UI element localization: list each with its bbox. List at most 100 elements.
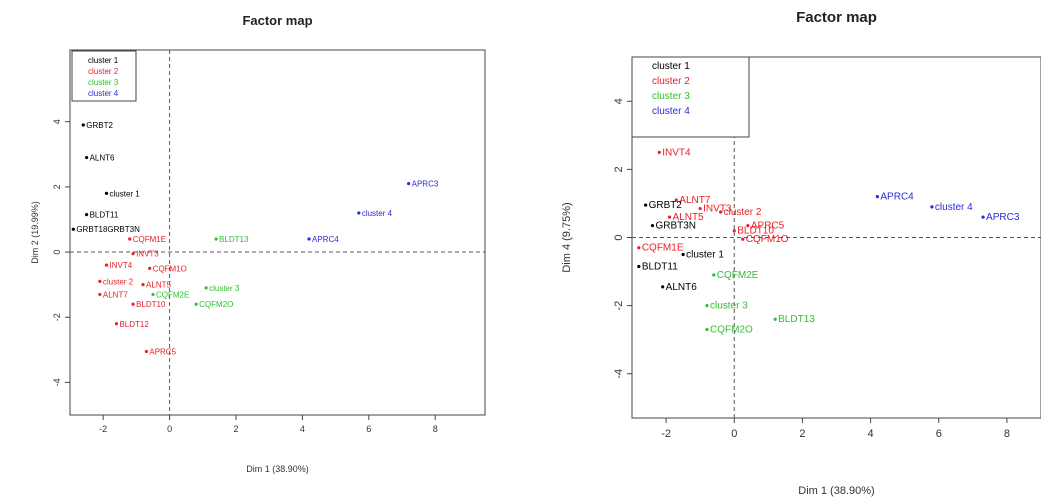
data-point (98, 292, 102, 297)
data-point (667, 215, 672, 219)
data-point (705, 327, 709, 332)
plot-frame (69, 49, 486, 416)
y-tick-label: -4 (52, 378, 62, 386)
x-tick-label: -2 (661, 428, 671, 440)
data-point (114, 322, 119, 326)
data-point (674, 198, 678, 202)
data-point (698, 206, 702, 211)
point-label: APRC5 (149, 347, 176, 356)
point-label: BLDT13 (778, 314, 815, 325)
point-label: APRC4 (880, 192, 914, 203)
legend-entry: cluster 3 (88, 78, 119, 87)
point-label: cluster 1 (686, 250, 724, 261)
y-axis-label: Dim 4 (9.75%) (561, 202, 573, 272)
point-label: INVT3 (703, 204, 732, 215)
x-tick-label: 0 (167, 424, 172, 434)
data-point (657, 150, 661, 154)
x-tick-label: 2 (233, 424, 238, 434)
data-point (81, 123, 85, 127)
y-tick-label: 4 (613, 98, 625, 104)
y-tick-label: -4 (613, 369, 625, 379)
point-label: CQFM1O (746, 234, 789, 245)
point-label: GRBT3N (655, 221, 696, 232)
x-tick-label: 4 (868, 428, 874, 440)
point-label: CQFM1E (642, 243, 684, 254)
point-label: CQFM2E (156, 290, 189, 299)
chart-title: Factor map (242, 13, 312, 28)
point-label: BLDT10 (136, 300, 166, 309)
legend: cluster 1 cluster 2 cluster 3 cluster 4 (71, 50, 137, 102)
point-label: cluster 3 (710, 301, 748, 312)
factor-map-right: Factor map -2 0 2 4 6 8 -4 -2 0 2 4 Dim 1 (38.90%) Di… (561, 9, 1041, 497)
legend-entry: cluster 2 (652, 76, 690, 87)
legend-entry: cluster 3 (652, 91, 690, 102)
point-label: cluster 2 (724, 207, 762, 218)
point-label: ALNT7 (679, 195, 711, 206)
data-point (144, 349, 148, 354)
data-point (104, 191, 109, 195)
point-label: ALNT6 (666, 282, 698, 293)
point-label: GRBT18GRBT3N (76, 225, 140, 234)
data-point (732, 229, 736, 233)
data-point (650, 223, 655, 228)
x-tick-label: 0 (731, 428, 737, 440)
x-tick-label: 2 (799, 428, 805, 440)
data-point (151, 292, 155, 297)
data-point (128, 237, 132, 241)
y-tick-label: 0 (613, 234, 625, 240)
point-label: BLDT13 (219, 235, 249, 244)
point-label: CQFM2E (717, 270, 759, 281)
point-label: cluster 3 (209, 284, 240, 293)
data-point (773, 317, 777, 321)
legend: cluster 1 cluster 2 cluster 3 cluster 4 (631, 56, 750, 138)
data-point (131, 252, 135, 256)
legend-entry: cluster 1 (88, 56, 119, 65)
y-tick-label: 0 (52, 250, 62, 255)
factor-map-left: Factor map -2 0 2 4 6 8 -4 -2 0 2 4 Dim 1 (38.90%) Di… (30, 13, 486, 474)
point-label: INVT3 (136, 250, 159, 259)
data-point (644, 203, 648, 207)
data-point (141, 283, 145, 287)
data-point (85, 212, 89, 217)
point-label: BLDT10 (737, 226, 774, 237)
data-point (204, 286, 208, 290)
legend-entry: cluster 4 (652, 106, 690, 117)
data-point (637, 246, 641, 250)
data-point (98, 279, 102, 283)
x-tick-label: 8 (433, 424, 438, 434)
x-tick-label: -2 (99, 424, 107, 434)
point-label: GRBT2 (86, 121, 113, 130)
data-point (930, 205, 934, 209)
point-label: APRC4 (312, 235, 339, 244)
point-label: BLDT11 (90, 211, 119, 220)
chart-title: Factor map (796, 9, 877, 26)
data-point (104, 263, 109, 267)
x-tick-label: 6 (936, 428, 942, 440)
data-point (981, 215, 985, 219)
data-point (148, 266, 152, 270)
y-tick-label: 2 (52, 184, 62, 189)
point-label: CQFM2O (710, 324, 753, 335)
data-point (407, 182, 411, 186)
data-point (661, 285, 665, 289)
legend-box (631, 56, 750, 138)
y-tick-label: 2 (613, 166, 625, 172)
point-label: APRC5 (751, 221, 785, 232)
point-label: ALNT6 (90, 154, 115, 163)
point-label: CQFM1E (133, 235, 166, 244)
data-point (746, 223, 750, 228)
point-label: INVT4 (662, 147, 691, 158)
data-point (71, 227, 75, 231)
legend-entry: cluster 1 (652, 61, 690, 72)
y-axis-label: Dim 2 (19.99%) (30, 201, 40, 264)
point-label: APRC3 (412, 180, 439, 189)
data-point (875, 195, 880, 199)
data-point (705, 304, 709, 308)
point-label: cluster 2 (103, 277, 134, 286)
data-point (85, 155, 89, 160)
point-label: CQFM1O (153, 264, 187, 273)
y-tick-label: -2 (613, 301, 625, 311)
point-label: cluster 4 (362, 209, 393, 218)
data-point (712, 273, 716, 277)
